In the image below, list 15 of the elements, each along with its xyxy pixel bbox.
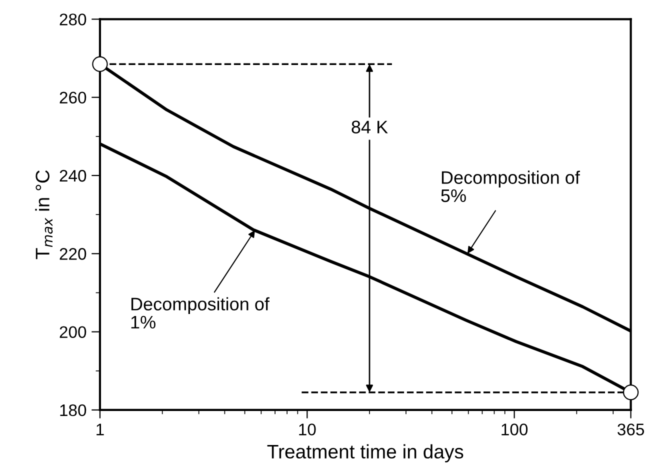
y-tick-label: 220 [60,248,86,260]
x-tick-label: 10 [299,424,316,436]
annotation: 84 K [352,120,388,134]
x-axis-title: Treatment time in days [267,444,464,462]
y-tick-label: 240 [60,170,86,182]
y-axis-title: T$_{max}$ in °C [35,170,53,260]
y-tick-label: 180 [60,404,86,416]
y-tick-label: 280 [60,14,86,26]
x-tick-label: 365 [618,424,644,436]
annotation: Decomposition of 5% [441,170,580,202]
x-tick-label: 100 [502,424,528,436]
x-tick-label: 1 [96,424,104,436]
y-tick-label: 200 [60,326,86,338]
y-tick-label: 260 [60,92,86,104]
annotation: Decomposition of 1% [131,297,270,329]
